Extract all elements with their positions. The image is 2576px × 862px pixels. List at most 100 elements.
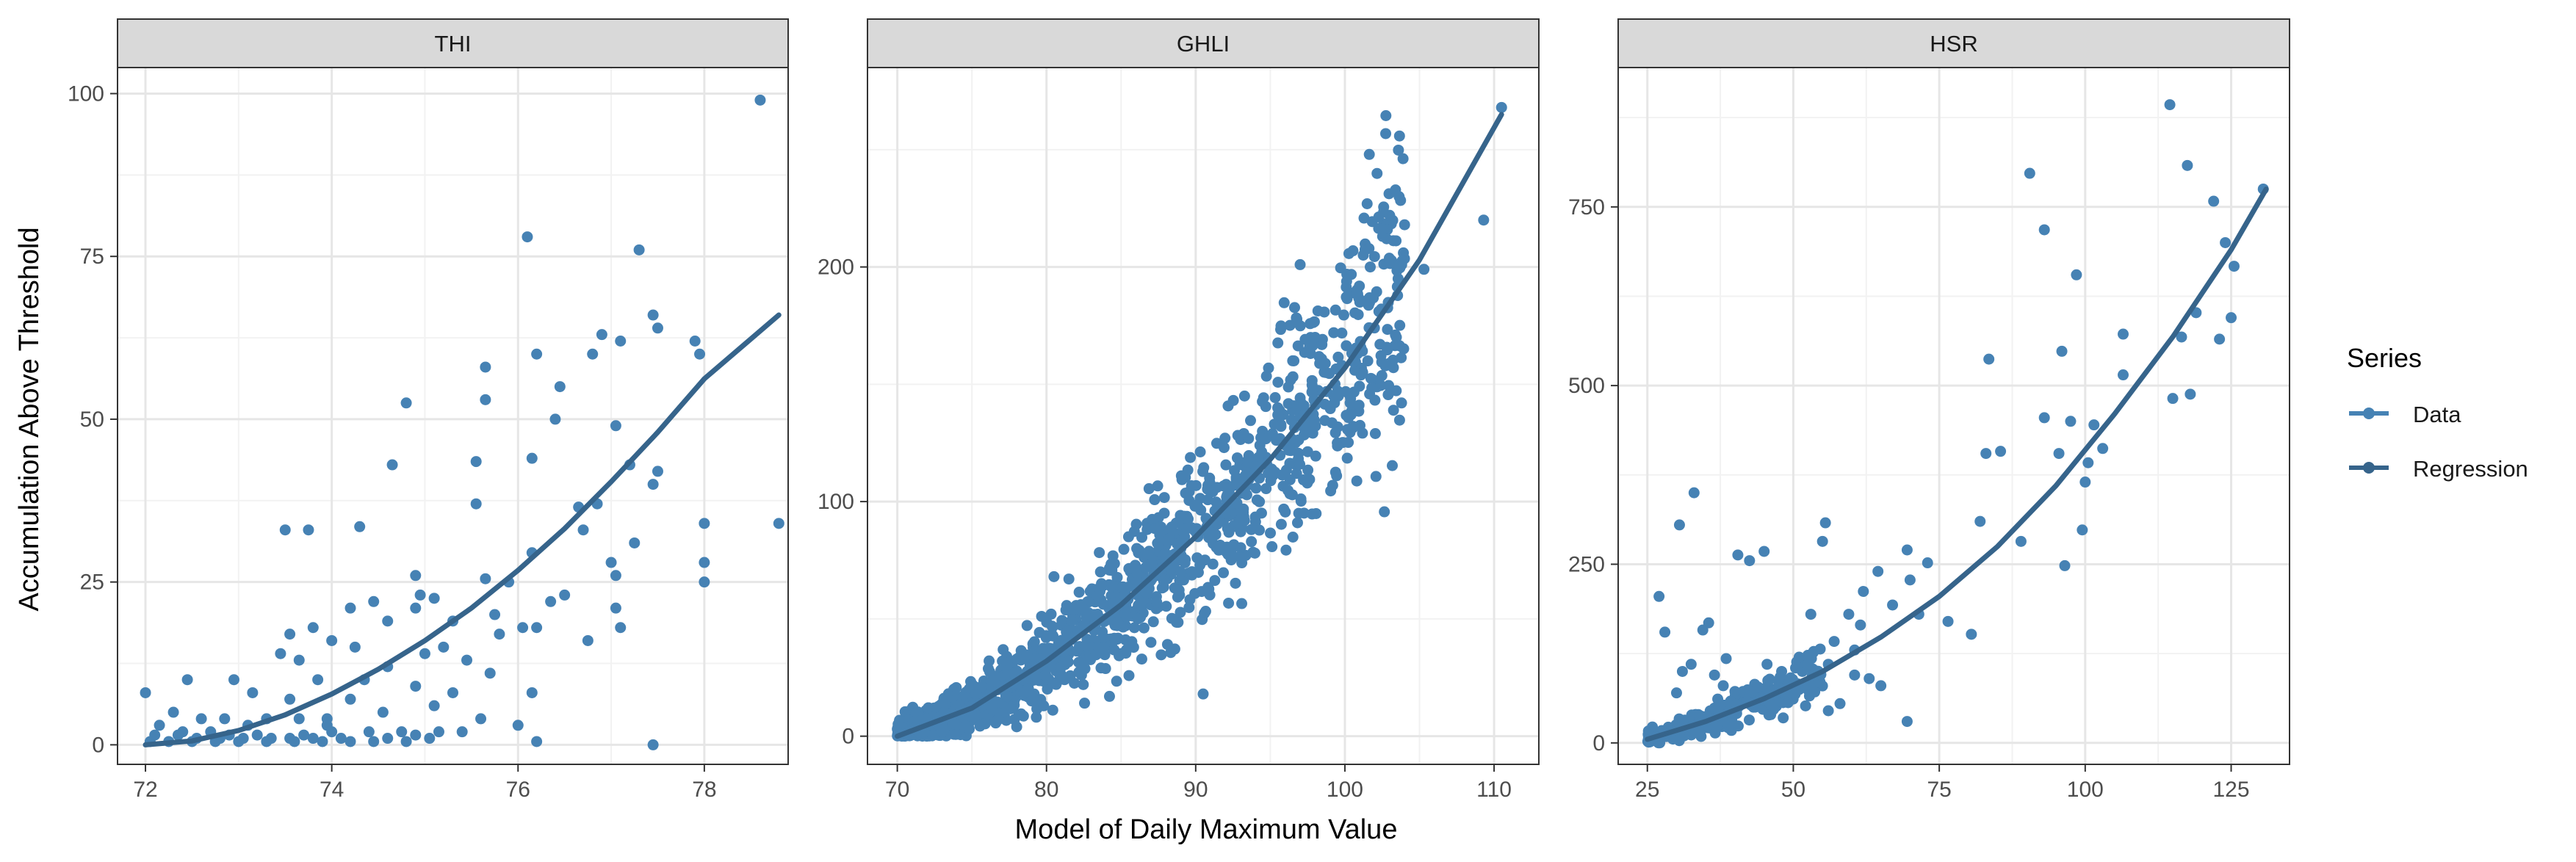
data-point: [2228, 261, 2240, 272]
y-tick-label: 750: [1568, 195, 1605, 220]
data-point: [1136, 532, 1148, 543]
data-point: [596, 329, 607, 341]
data-point: [461, 654, 473, 666]
x-tick-label: 100: [1327, 778, 1363, 802]
data-point: [1328, 327, 1340, 338]
data-point: [531, 622, 543, 634]
data-point: [1138, 622, 1150, 634]
data-point: [1782, 697, 1794, 709]
data-point: [549, 413, 561, 425]
data-point: [773, 518, 784, 529]
data-point: [1396, 255, 1408, 267]
y-tick-label: 100: [68, 82, 104, 106]
data-point: [1056, 615, 1068, 626]
x-tick-label: 125: [2212, 778, 2249, 802]
data-point: [1306, 374, 1318, 386]
data-point: [699, 518, 710, 529]
data-point: [1140, 562, 1152, 573]
legend-title: Series: [2347, 343, 2422, 373]
data-point: [307, 622, 319, 634]
data-point: [1901, 716, 1913, 728]
data-point: [1232, 517, 1244, 529]
data-point: [1038, 700, 1050, 711]
data-point: [1673, 519, 1685, 531]
data-point: [284, 629, 296, 640]
data-point: [1375, 349, 1387, 361]
legend-item-data: Data: [2349, 402, 2461, 427]
data-point: [1381, 233, 1393, 245]
data-point: [927, 729, 939, 741]
x-tick-label: 75: [1927, 778, 1951, 802]
data-point: [1284, 319, 1296, 331]
data-point: [494, 629, 505, 640]
data-point: [1096, 578, 1108, 590]
data-point: [1247, 546, 1259, 558]
data-point: [1291, 517, 1303, 529]
data-point: [140, 687, 151, 698]
data-point: [1330, 466, 1341, 478]
data-point: [517, 622, 529, 634]
data-point: [1158, 507, 1170, 519]
data-point: [1764, 698, 1776, 709]
data-point: [1048, 571, 1060, 582]
data-point: [647, 479, 659, 490]
x-tick-label: 70: [885, 778, 909, 802]
data-point: [1397, 153, 1409, 164]
data-point: [1031, 711, 1042, 723]
data-point: [275, 648, 286, 659]
panel-border: [867, 67, 1540, 765]
data-point: [2038, 412, 2050, 424]
data-point: [1147, 616, 1159, 628]
data-point: [1028, 636, 1040, 648]
data-point: [975, 681, 987, 692]
data-point: [1209, 575, 1221, 587]
data-point: [1227, 394, 1239, 406]
y-tick-label: 100: [818, 490, 854, 514]
data-point: [1266, 468, 1277, 479]
data-point: [1809, 686, 1821, 698]
data-point: [959, 720, 971, 731]
data-point: [1199, 607, 1211, 619]
data-point: [237, 733, 249, 745]
data-point: [1776, 665, 1788, 677]
facet-strip-label: THI: [435, 31, 472, 57]
data-point: [1326, 417, 1338, 429]
data-point: [951, 719, 963, 731]
data-point: [400, 736, 412, 747]
data-point: [1202, 494, 1213, 506]
data-point: [1379, 506, 1390, 518]
data-point: [1316, 338, 1328, 350]
data-point: [1293, 507, 1305, 519]
data-point: [1393, 340, 1405, 352]
data-point: [2053, 448, 2065, 460]
data-point: [1712, 693, 1724, 705]
data-point: [1207, 558, 1219, 570]
data-point: [1709, 669, 1720, 681]
data-point: [1390, 184, 1401, 196]
data-point: [1371, 167, 1383, 179]
data-point: [2059, 559, 2071, 571]
plot-background: [118, 68, 788, 764]
data-point: [1396, 352, 1407, 363]
data-point: [1361, 198, 1373, 209]
data-point: [992, 714, 1004, 725]
data-point: [1496, 101, 1507, 113]
data-point: [1753, 681, 1764, 693]
data-point: [989, 677, 1000, 689]
data-point: [1922, 557, 1933, 569]
data-point: [1055, 662, 1067, 673]
data-point: [1121, 644, 1133, 656]
data-point: [1063, 573, 1075, 585]
data-point: [1758, 546, 1770, 557]
data-point: [1169, 643, 1180, 655]
data-point: [2117, 369, 2129, 381]
y-axis-label: Accumulation Above Threshold: [14, 227, 45, 611]
data-point: [1887, 599, 1899, 611]
data-point: [1108, 632, 1120, 644]
data-point: [1266, 541, 1278, 553]
data-point: [1123, 670, 1135, 681]
data-point: [1073, 587, 1085, 598]
data-point: [1214, 540, 1226, 551]
regression-line: [142, 312, 782, 747]
